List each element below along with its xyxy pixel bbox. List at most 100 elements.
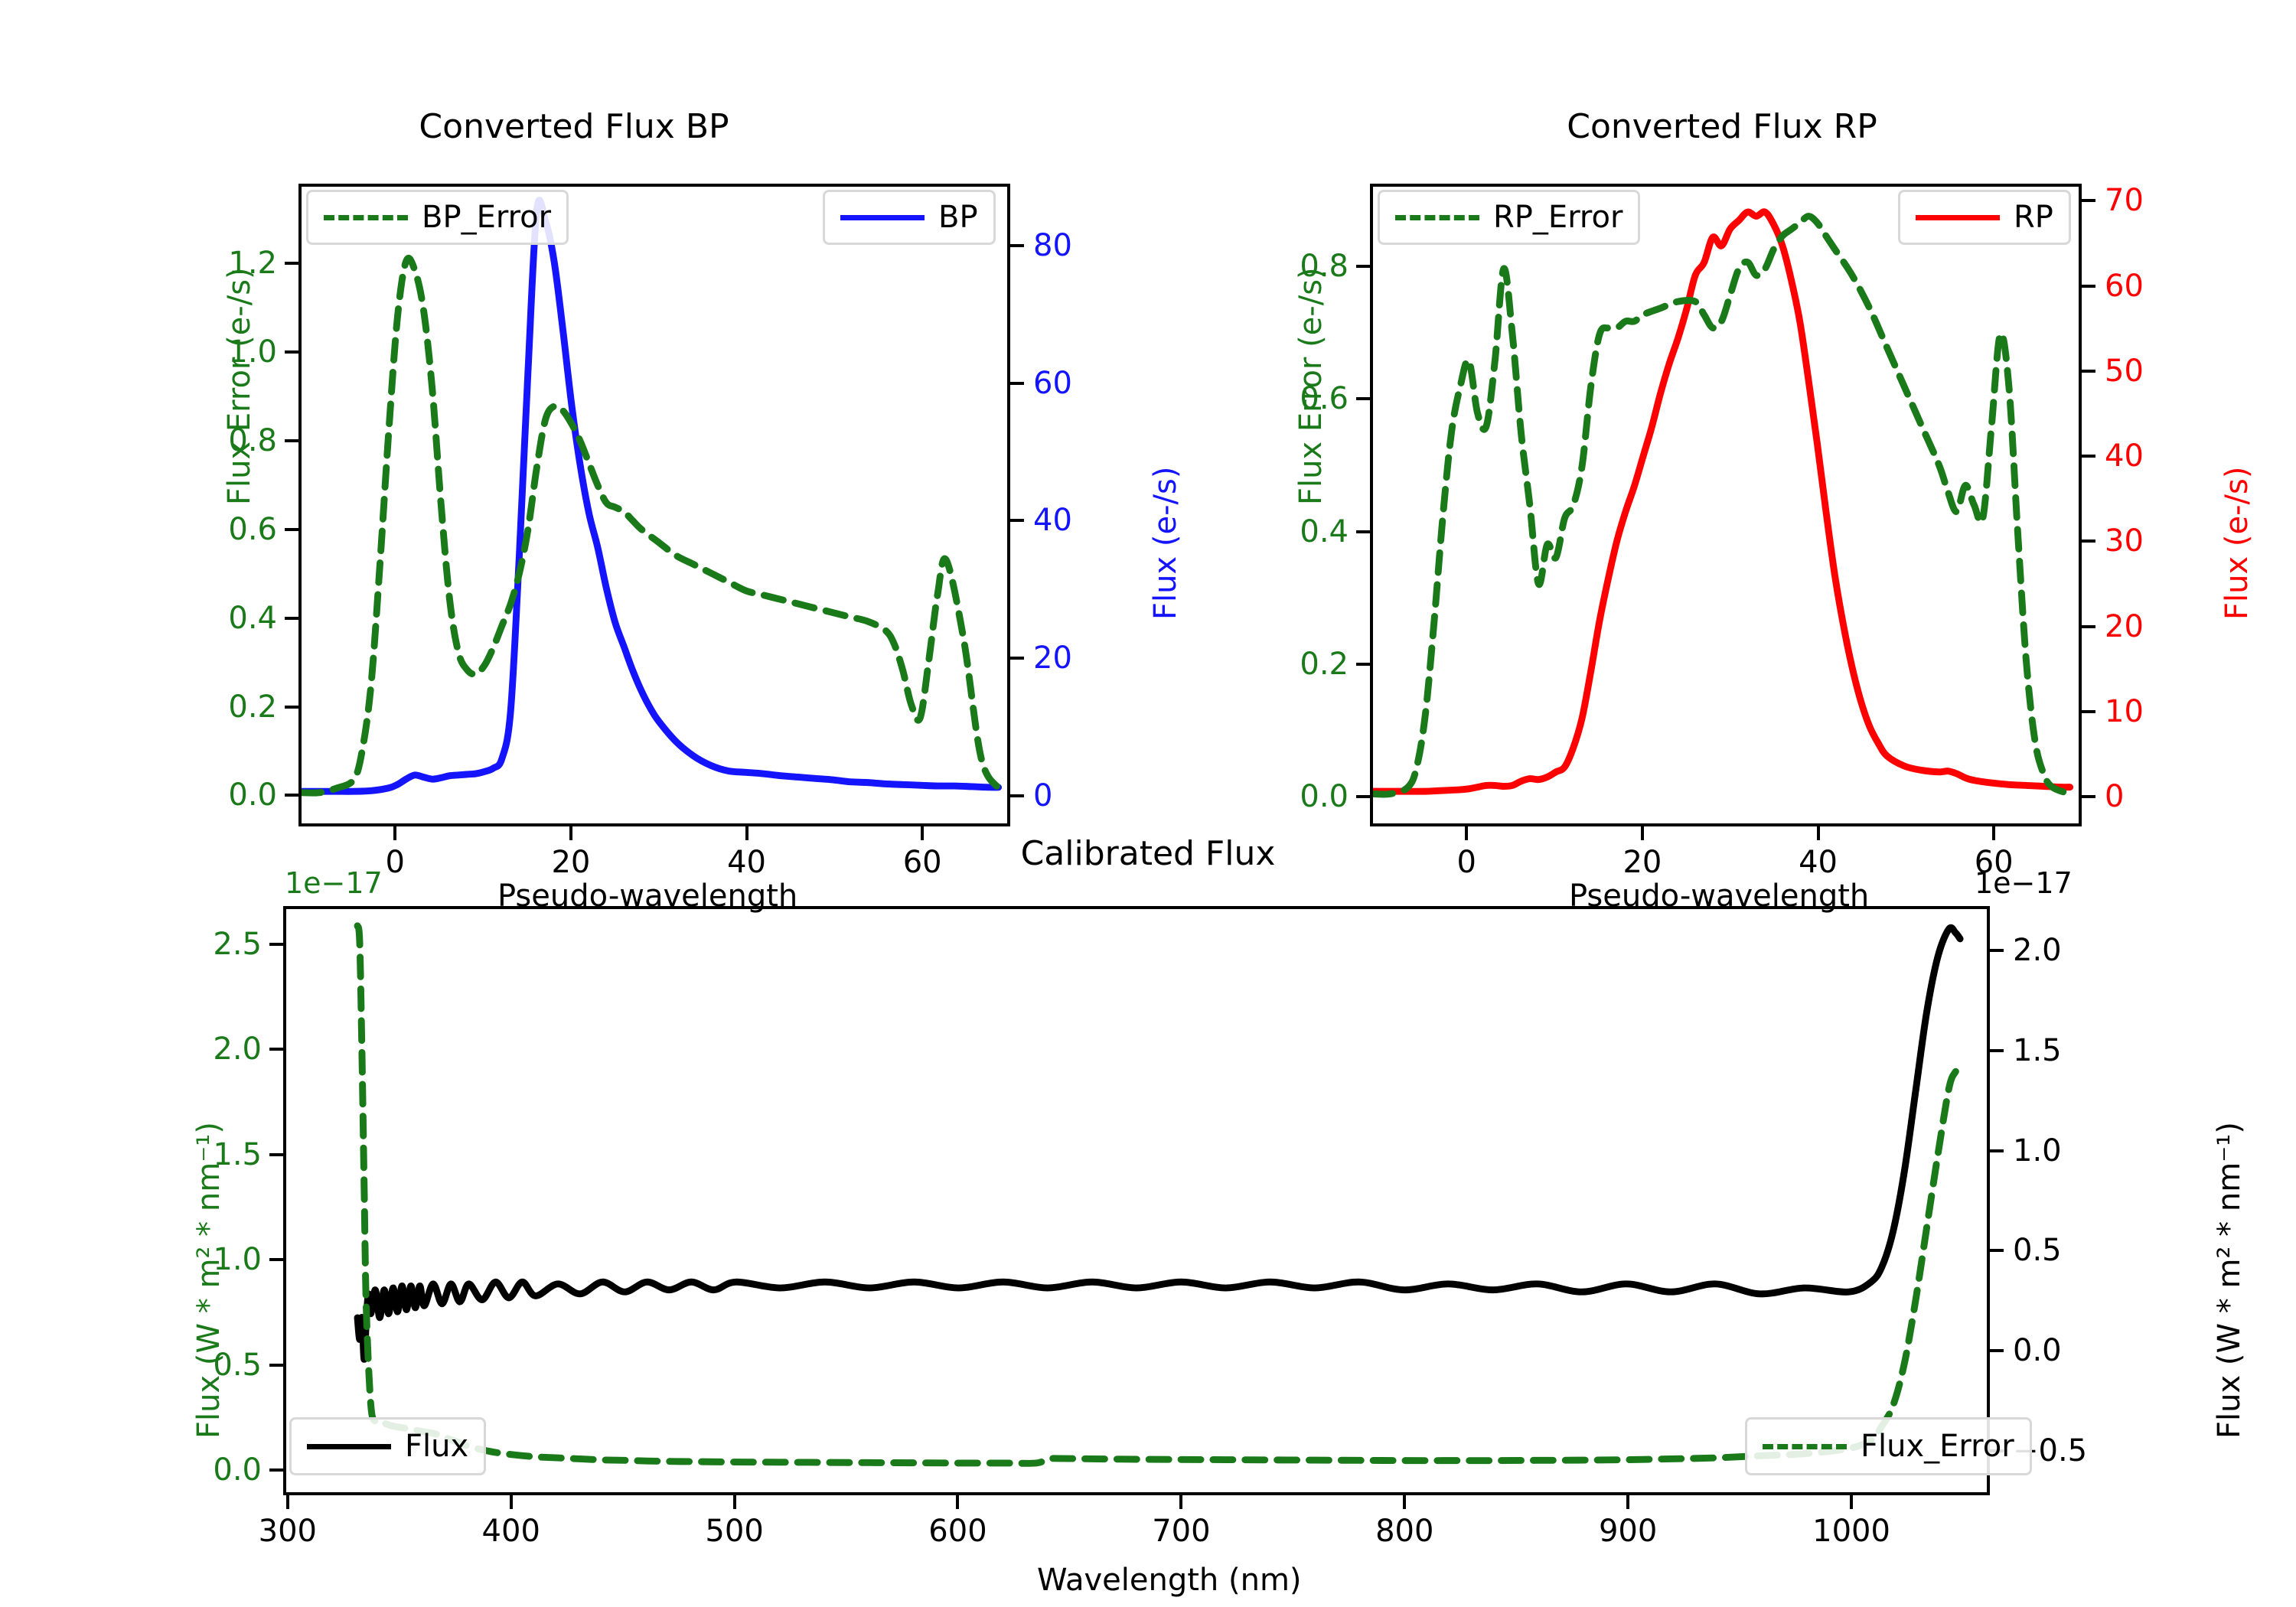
cal-legend-error[interactable]: Flux_Error bbox=[1745, 1417, 2032, 1475]
tick-mark bbox=[1990, 1149, 2004, 1152]
tick-label: 800 bbox=[1375, 1514, 1434, 1549]
tick-label: 1.5 bbox=[213, 1136, 262, 1172]
tick-label: 0.0 bbox=[1300, 779, 1349, 815]
tick-label: 2.0 bbox=[213, 1032, 262, 1067]
tick-label: 80 bbox=[1033, 227, 1072, 263]
tick-mark bbox=[2082, 795, 2095, 799]
tick-mark bbox=[1465, 826, 1469, 840]
series-rp_error bbox=[1373, 213, 2074, 798]
rp-legend-flux[interactable]: RP bbox=[1898, 190, 2071, 245]
tick-label: 0.5 bbox=[2013, 1233, 2062, 1269]
tick-mark bbox=[745, 826, 748, 840]
rp-legend-error[interactable]: RP_Error bbox=[1378, 190, 1641, 245]
tick-label: 20 bbox=[551, 845, 591, 880]
tick-label: 0.0 bbox=[213, 1452, 262, 1488]
cal-legend-error-label: Flux_Error bbox=[1861, 1429, 2014, 1464]
tick-label: 0.5 bbox=[213, 1347, 262, 1383]
tick-label: 20 bbox=[1623, 845, 1662, 880]
tick-label: 2.5 bbox=[213, 926, 262, 962]
cal-xlabel: Wavelength (nm) bbox=[1037, 1563, 1302, 1598]
series-bp bbox=[302, 197, 1003, 795]
cal-plot-area bbox=[354, 922, 1964, 1467]
tick-mark bbox=[1990, 1249, 2004, 1253]
tick-mark bbox=[1992, 826, 1996, 840]
cal-ylabel-left: Flux (W * m² * nm⁻¹) bbox=[191, 1122, 227, 1439]
rp-line-swatch bbox=[1916, 214, 2000, 220]
panel-converted-flux-rp: Converted Flux RP 0.0 0.2 0.4 0.6 0.8 0 10 20 30… bbox=[1148, 92, 2296, 914]
tick-label: 70 bbox=[2105, 183, 2144, 219]
series-rp bbox=[1373, 208, 2074, 795]
tick-label: 1.5 bbox=[2013, 1032, 2062, 1068]
bp-legend-flux[interactable]: BP bbox=[823, 190, 996, 245]
cal-title: Calibrated Flux bbox=[1020, 834, 1276, 873]
tick-mark bbox=[285, 439, 298, 442]
rp-legend-error-label: RP_Error bbox=[1493, 200, 1623, 235]
tick-label: 40 bbox=[2105, 438, 2144, 474]
tick-mark bbox=[1010, 381, 1024, 385]
tick-label: 0.0 bbox=[228, 777, 277, 813]
tick-mark bbox=[285, 262, 298, 266]
tick-label: 0 bbox=[1033, 777, 1053, 813]
tick-mark bbox=[1356, 397, 1370, 401]
cal-legend-flux[interactable]: Flux bbox=[289, 1417, 487, 1475]
tick-mark bbox=[2082, 199, 2095, 203]
cal-error-line-swatch bbox=[1763, 1443, 1847, 1449]
cal-flux-line-swatch bbox=[307, 1443, 391, 1449]
rp-plot-area bbox=[1373, 208, 2074, 798]
tick-mark bbox=[1356, 795, 1370, 799]
tick-mark bbox=[1990, 1048, 2004, 1052]
tick-mark bbox=[269, 1468, 283, 1472]
tick-mark bbox=[1356, 530, 1370, 533]
tick-mark bbox=[285, 350, 298, 354]
tick-label: 0.4 bbox=[1300, 513, 1349, 549]
tick-mark bbox=[732, 1495, 736, 1509]
cal-ylabel-right: Flux (W * m² * nm⁻¹) bbox=[2212, 1122, 2247, 1439]
tick-label: 0.6 bbox=[228, 511, 277, 547]
cal-offset-right: 1e−17 bbox=[1975, 866, 2073, 900]
rp-error-line-swatch bbox=[1395, 214, 1479, 220]
tick-label: 0.8 bbox=[228, 423, 277, 458]
tick-label: 300 bbox=[258, 1514, 318, 1549]
tick-label: 0.0 bbox=[2013, 1333, 2062, 1369]
tick-mark bbox=[2082, 284, 2095, 288]
tick-mark bbox=[269, 1363, 283, 1367]
tick-label: 1000 bbox=[1812, 1514, 1890, 1549]
tick-label: 1.2 bbox=[228, 246, 277, 282]
panel-calibrated-flux: Calibrated Flux 1e−17 1e−17 0.0 0.5 1.0 1.5… bbox=[0, 826, 2296, 1607]
tick-label: 0.8 bbox=[1300, 249, 1349, 285]
tick-label: 500 bbox=[705, 1514, 764, 1549]
tick-mark bbox=[1010, 794, 1024, 797]
tick-mark bbox=[2082, 369, 2095, 373]
tick-mark bbox=[1403, 1495, 1407, 1509]
tick-label: 600 bbox=[928, 1514, 987, 1549]
tick-label: 1.0 bbox=[213, 1242, 262, 1277]
tick-mark bbox=[1010, 656, 1024, 660]
cal-offset-left: 1e−17 bbox=[285, 866, 383, 900]
tick-label: 0.4 bbox=[228, 600, 277, 636]
tick-label: 0.2 bbox=[1300, 646, 1349, 682]
tick-mark bbox=[2082, 455, 2095, 458]
series-flux bbox=[354, 924, 1964, 1363]
bp-line-swatch bbox=[840, 214, 925, 220]
tick-label: 1.0 bbox=[228, 334, 277, 370]
tick-mark bbox=[269, 1258, 283, 1261]
rp-legend-flux-label: RP bbox=[2014, 200, 2053, 235]
tick-label: 700 bbox=[1152, 1514, 1211, 1549]
series-flux_error bbox=[354, 922, 1964, 1467]
bp-legend-error[interactable]: BP_Error bbox=[306, 190, 569, 245]
tick-label: 10 bbox=[2105, 693, 2144, 729]
tick-mark bbox=[1356, 662, 1370, 666]
bp-legend-error-label: BP_Error bbox=[422, 200, 552, 235]
tick-mark bbox=[269, 1152, 283, 1156]
tick-mark bbox=[1010, 519, 1024, 523]
tick-label: 60 bbox=[902, 845, 942, 880]
tick-mark bbox=[1010, 243, 1024, 247]
tick-label: 900 bbox=[1598, 1514, 1658, 1549]
tick-label: 40 bbox=[1033, 503, 1072, 539]
tick-mark bbox=[2082, 624, 2095, 628]
tick-mark bbox=[285, 527, 298, 531]
bp-plot-area bbox=[302, 197, 1003, 797]
tick-mark bbox=[285, 1495, 289, 1509]
tick-label: 20 bbox=[1033, 640, 1072, 676]
